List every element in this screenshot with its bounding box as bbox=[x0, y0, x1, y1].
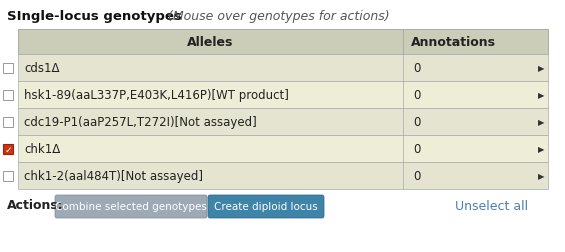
Text: (Mouse over genotypes for actions): (Mouse over genotypes for actions) bbox=[164, 10, 390, 23]
Text: chk1-2(aal484T)[Not assayed]: chk1-2(aal484T)[Not assayed] bbox=[24, 169, 203, 182]
Bar bbox=[18, 55, 548, 82]
Text: ▶: ▶ bbox=[537, 64, 544, 73]
Text: 0: 0 bbox=[413, 89, 420, 102]
Bar bbox=[3, 90, 13, 100]
FancyBboxPatch shape bbox=[55, 195, 207, 218]
Text: Annotations: Annotations bbox=[411, 36, 496, 49]
Bar bbox=[3, 117, 13, 127]
Bar bbox=[3, 144, 13, 154]
Text: SIngle-locus genotypes: SIngle-locus genotypes bbox=[7, 10, 182, 23]
Text: hsk1-89(aaL337P,E403K,L416P)[WT product]: hsk1-89(aaL337P,E403K,L416P)[WT product] bbox=[24, 89, 289, 102]
Bar bbox=[18, 162, 548, 189]
Text: cds1Δ: cds1Δ bbox=[24, 62, 59, 75]
Bar bbox=[18, 109, 548, 136]
Bar bbox=[18, 82, 548, 109]
Text: Create diploid locus: Create diploid locus bbox=[214, 202, 318, 212]
Text: ▶: ▶ bbox=[537, 144, 544, 153]
Bar bbox=[3, 171, 13, 181]
Text: ▶: ▶ bbox=[537, 91, 544, 100]
Text: Actions:: Actions: bbox=[7, 199, 64, 212]
Text: ✓: ✓ bbox=[5, 145, 12, 154]
Text: 0: 0 bbox=[413, 62, 420, 75]
Text: ▶: ▶ bbox=[537, 171, 544, 180]
Text: Unselect all: Unselect all bbox=[455, 200, 528, 213]
Bar bbox=[18, 136, 548, 162]
Text: chk1Δ: chk1Δ bbox=[24, 142, 60, 155]
Text: 0: 0 bbox=[413, 115, 420, 129]
Text: ▶: ▶ bbox=[537, 117, 544, 127]
Text: Alleles: Alleles bbox=[188, 36, 234, 49]
Text: Combine selected genotypes: Combine selected genotypes bbox=[55, 202, 207, 212]
Text: cdc19-P1(aaP257L,T272I)[Not assayed]: cdc19-P1(aaP257L,T272I)[Not assayed] bbox=[24, 115, 257, 129]
Text: 0: 0 bbox=[413, 169, 420, 182]
Bar bbox=[18, 30, 548, 55]
Bar bbox=[3, 63, 13, 73]
Text: 0: 0 bbox=[413, 142, 420, 155]
FancyBboxPatch shape bbox=[208, 195, 324, 218]
